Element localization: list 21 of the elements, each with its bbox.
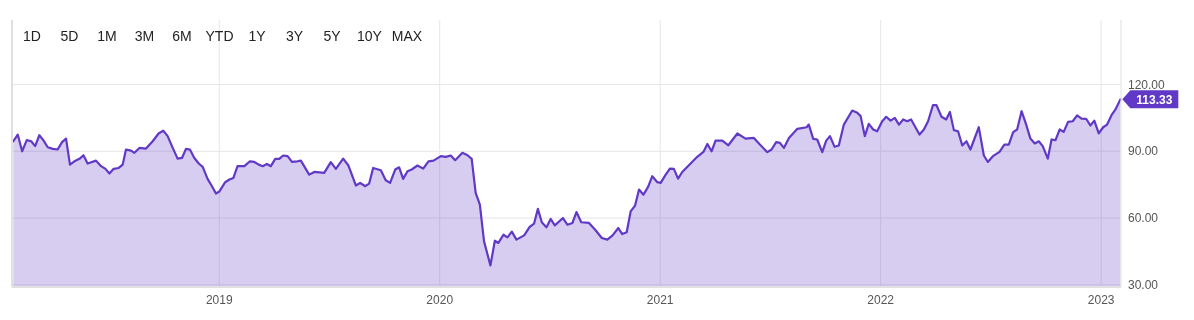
annotation: 10Y: [357, 28, 383, 44]
annotation: 5Y: [323, 28, 342, 44]
y-tick-label: 120.00: [1128, 77, 1166, 92]
annotation: MAX: [391, 28, 423, 44]
x-tick-label: 2022: [867, 293, 895, 307]
x-tick-label: 2021: [646, 293, 674, 307]
x-tick-label: 2019: [205, 293, 233, 307]
annotation: 1M: [97, 28, 117, 44]
annotation: 113.33: [1136, 92, 1173, 107]
y-tick-label: 60.00: [1128, 211, 1159, 226]
x-tick-label: 2023: [1087, 293, 1115, 307]
annotation: 3Y: [285, 28, 304, 44]
annotation: 3M: [134, 28, 155, 44]
x-tick-label: 2020: [426, 293, 454, 307]
annotation: 5D: [60, 28, 79, 44]
annotation: 1Y: [248, 28, 267, 44]
annotation: 6M: [172, 28, 192, 44]
y-tick-label: 90.00: [1128, 144, 1159, 159]
annotation: 1D: [23, 28, 41, 44]
y-tick-label: 30.00: [1128, 277, 1159, 292]
annotation: YTD: [205, 28, 234, 44]
